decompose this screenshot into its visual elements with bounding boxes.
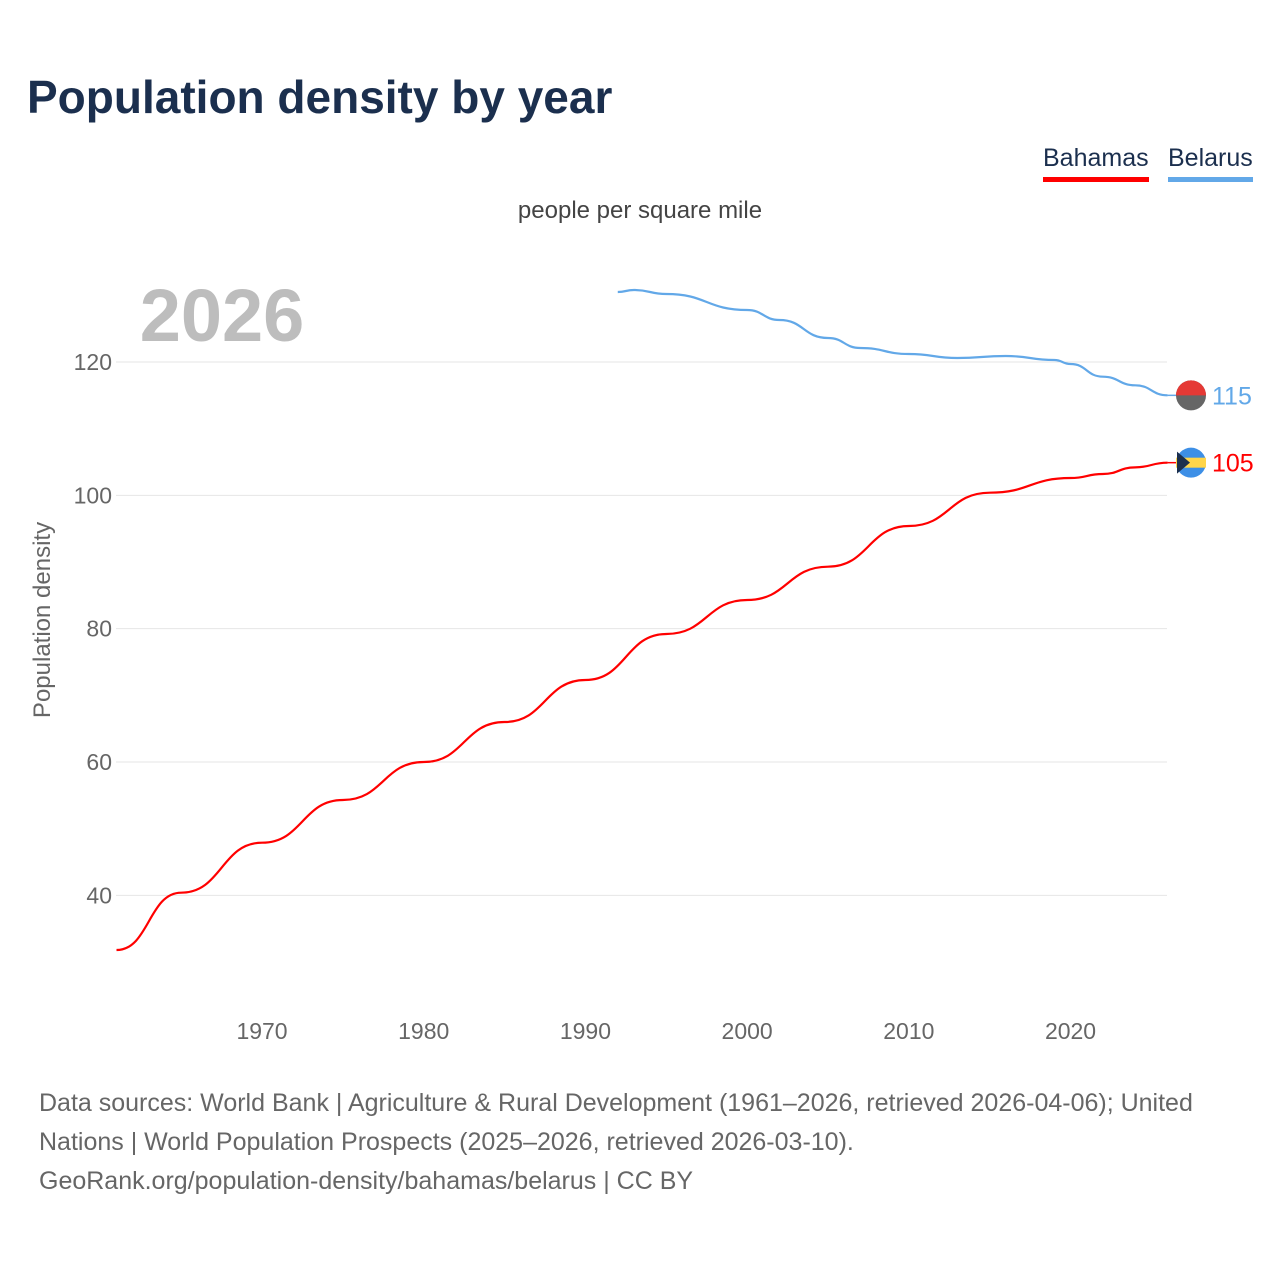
end-value-label: 105 [1212,450,1254,478]
license: | CC BY [596,1167,694,1195]
end-value-label: 115 [1212,382,1252,410]
year-watermark: 2026 [140,274,305,357]
series-line-belarus [617,288,1168,397]
y-tick-label: 100 [74,482,112,508]
bahamas-flag-triangle [1177,451,1190,474]
x-tick-label: 1970 [236,1018,287,1044]
chart-subtitle: people per square mile [517,197,763,224]
x-tick-label: 2010 [883,1018,934,1044]
x-tick-label: 2000 [722,1018,773,1044]
y-tick-label: 80 [86,616,112,642]
source-link[interactable]: GeoRank.org/population-density/bahamas/b… [39,1167,597,1195]
y-tick-label: 120 [74,349,112,375]
line-chart: 2026 40 60 80 100 120 1970 1980 1990 2000 2010 202… [29,274,1254,1044]
legend-bahamas[interactable]: Bahamas [1043,144,1149,182]
y-tick-label: 40 [86,882,112,908]
footer: Data sources: World Bank | Agriculture &… [39,1084,1249,1201]
y-axis-label: Population density [29,522,56,718]
x-tick-label: 2020 [1045,1018,1096,1044]
y-tick-label: 60 [86,749,112,775]
chart-title: Population density by year [27,71,613,123]
x-tick-label: 1990 [560,1018,611,1044]
data-sources: Data sources: World Bank | Agriculture &… [39,1089,1193,1156]
belarus-flag-red [1176,380,1206,396]
bahamas-flag-stripe [1176,457,1206,468]
series-line-bahamas [116,461,1168,952]
legend-belarus[interactable]: Belarus [1168,144,1253,182]
x-tick-label: 1980 [398,1018,449,1044]
